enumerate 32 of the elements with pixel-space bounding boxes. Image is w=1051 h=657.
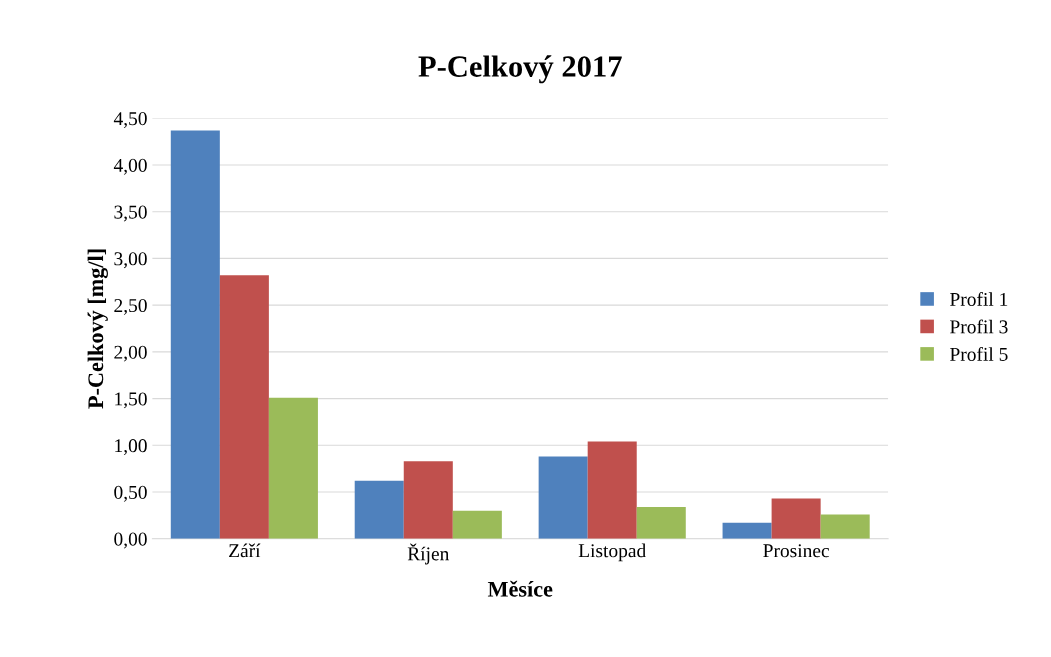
legend-label: Profil 1 (950, 292, 1008, 306)
bar (538, 456, 588, 539)
bar (587, 441, 637, 539)
x-tick-label: Listopad (578, 543, 646, 562)
y-tick-label: 1,00 (115, 439, 147, 456)
bar (268, 397, 318, 539)
bar (219, 275, 269, 539)
x-axis-title: Měsíce (487, 580, 553, 597)
bar (170, 130, 220, 539)
y-tick-label: 2,00 (114, 345, 147, 362)
y-tick-label: 0,00 (114, 532, 147, 549)
bar (722, 522, 772, 539)
y-tick-label: 3,00 (114, 252, 147, 269)
bar (820, 514, 870, 539)
x-tick-label: Prosinec (763, 544, 830, 558)
legend-label: Profil 5 (950, 347, 1008, 361)
bar (403, 461, 453, 539)
bar (771, 498, 821, 539)
chart-title: P-Celkový 2017 (418, 55, 622, 84)
y-tick-label: 0,50 (114, 485, 147, 502)
bar (452, 510, 502, 539)
y-tick-label: 2,50 (114, 298, 147, 315)
x-tick-label: Říjen (407, 543, 450, 565)
y-tick-label: 4,50 (113, 112, 147, 128)
y-tick-label: 4,00 (113, 158, 147, 175)
y-tick-label: 3,50 (114, 205, 147, 222)
bar (354, 480, 404, 539)
legend-label: Profil 3 (950, 319, 1008, 334)
x-tick-label: Září (229, 543, 261, 558)
y-axis-title: P-Celkový [mg/l] (87, 249, 108, 409)
y-tick-label: 1,50 (115, 392, 147, 409)
bar (636, 506, 686, 539)
